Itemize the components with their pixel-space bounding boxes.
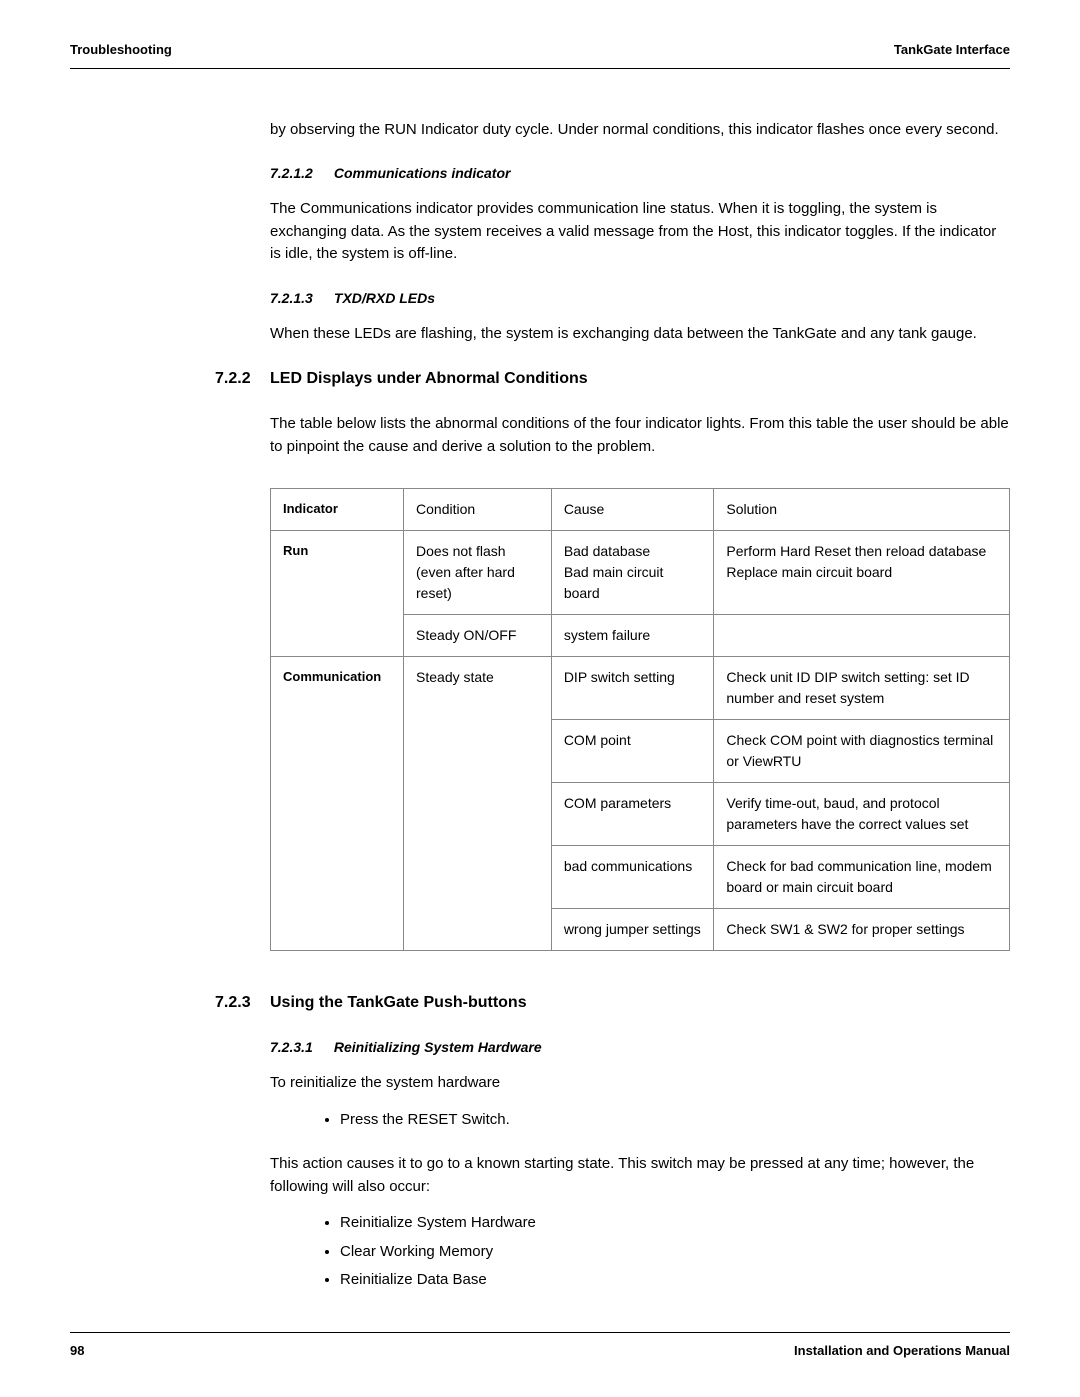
list-item: Clear Working Memory xyxy=(340,1241,1010,1264)
cell-condition: Does not flash (even after hard reset) xyxy=(404,531,552,615)
page-footer: 98 Installation and Operations Manual xyxy=(70,1332,1010,1361)
section-number: 7.2.2 xyxy=(215,367,270,391)
cell-condition: Steady ON/OFF xyxy=(404,615,552,657)
th-solution: Solution xyxy=(714,489,1010,531)
table-header-row: Indicator Condition Cause Solution xyxy=(271,489,1010,531)
bullet-list-2: Reinitialize System Hardware Clear Worki… xyxy=(340,1212,1010,1292)
cell-cause: COM parameters xyxy=(551,783,714,846)
page-header: Troubleshooting TankGate Interface xyxy=(70,40,1010,69)
cell-solution: Check SW1 & SW2 for proper settings xyxy=(714,909,1010,951)
section-number: 7.2.1.2 xyxy=(270,163,330,184)
para-reinit-2: This action causes it to go to a known s… xyxy=(270,1153,1010,1198)
header-right: TankGate Interface xyxy=(894,40,1010,60)
table-row: RunDoes not flash (even after hard reset… xyxy=(271,531,1010,615)
main-content: by observing the RUN Indicator duty cycl… xyxy=(270,119,1010,1292)
header-left: Troubleshooting xyxy=(70,40,172,60)
section-number: 7.2.3 xyxy=(215,991,270,1015)
cell-indicator: Run xyxy=(271,531,404,657)
section-title: Reinitializing System Hardware xyxy=(334,1039,542,1055)
list-item: Reinitialize System Hardware xyxy=(340,1212,1010,1235)
section-7-2-3-1-heading: 7.2.3.1 Reinitializing System Hardware xyxy=(270,1037,1010,1058)
intro-paragraph: by observing the RUN Indicator duty cycl… xyxy=(270,119,1010,142)
section-title: Using the TankGate Push-buttons xyxy=(270,991,527,1015)
section-7-2-2-para: The table below lists the abnormal condi… xyxy=(270,413,1010,458)
cell-solution: Check COM point with diagnostics termina… xyxy=(714,720,1010,783)
section-7-2-1-3-para: When these LEDs are flashing, the system… xyxy=(270,323,1010,346)
led-condition-table: Indicator Condition Cause Solution RunDo… xyxy=(270,488,1010,951)
cell-cause: system failure xyxy=(551,615,714,657)
section-title: Communications indicator xyxy=(334,165,511,181)
th-condition: Condition xyxy=(404,489,552,531)
th-cause: Cause xyxy=(551,489,714,531)
cell-solution xyxy=(714,615,1010,657)
section-7-2-1-2-para: The Communications indicator provides co… xyxy=(270,198,1010,266)
cell-condition: Steady state xyxy=(404,657,552,951)
para-reinit-1: To reinitialize the system hardware xyxy=(270,1072,1010,1095)
page-number: 98 xyxy=(70,1341,84,1361)
cell-solution: Check unit ID DIP switch setting: set ID… xyxy=(714,657,1010,720)
section-title: TXD/RXD LEDs xyxy=(334,290,435,306)
section-7-2-2-heading: 7.2.2 LED Displays under Abnormal Condit… xyxy=(215,367,1010,391)
cell-indicator: Communication xyxy=(271,657,404,951)
cell-cause: COM point xyxy=(551,720,714,783)
cell-solution: Check for bad communication line, modem … xyxy=(714,846,1010,909)
cell-cause: DIP switch setting xyxy=(551,657,714,720)
section-number: 7.2.1.3 xyxy=(270,288,330,309)
section-title: LED Displays under Abnormal Conditions xyxy=(270,367,588,391)
cell-cause: bad communications xyxy=(551,846,714,909)
section-7-2-1-3-heading: 7.2.1.3 TXD/RXD LEDs xyxy=(270,288,1010,309)
list-item: Press the RESET Switch. xyxy=(340,1109,1010,1132)
bullet-list-1: Press the RESET Switch. xyxy=(340,1109,1010,1132)
section-7-2-1-2-heading: 7.2.1.2 Communications indicator xyxy=(270,163,1010,184)
section-number: 7.2.3.1 xyxy=(270,1037,330,1058)
list-item: Reinitialize Data Base xyxy=(340,1269,1010,1292)
table-row: CommunicationSteady stateDIP switch sett… xyxy=(271,657,1010,720)
cell-cause: wrong jumper settings xyxy=(551,909,714,951)
manual-title: Installation and Operations Manual xyxy=(794,1341,1010,1361)
th-indicator: Indicator xyxy=(271,489,404,531)
cell-cause: Bad database Bad main circuit board xyxy=(551,531,714,615)
cell-solution: Perform Hard Reset then reload database … xyxy=(714,531,1010,615)
cell-solution: Verify time-out, baud, and protocol para… xyxy=(714,783,1010,846)
section-7-2-3-heading: 7.2.3 Using the TankGate Push-buttons xyxy=(215,991,1010,1015)
